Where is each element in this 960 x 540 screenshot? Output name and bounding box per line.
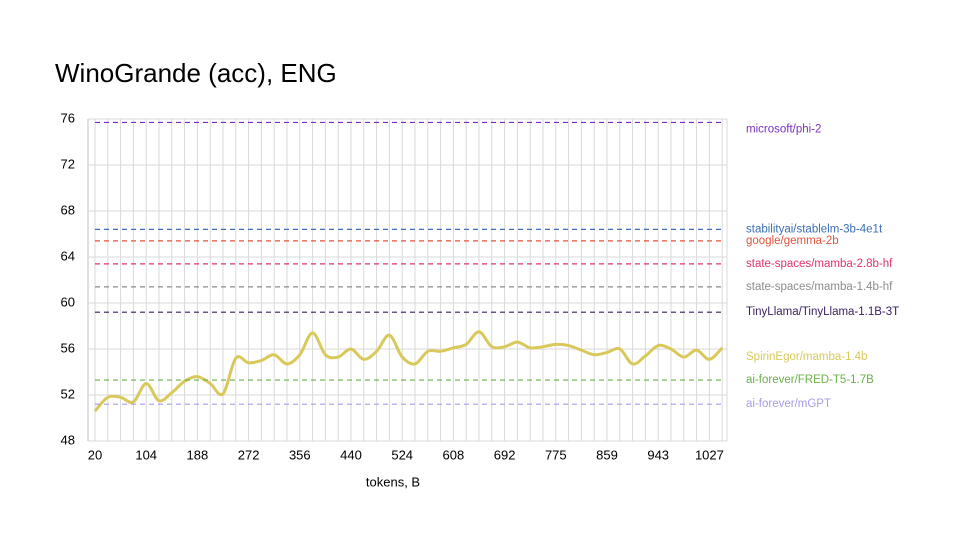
- x-tick-label: 608: [443, 447, 465, 462]
- x-tick-label: 859: [596, 447, 618, 462]
- x-tick-label: 1027: [695, 447, 724, 462]
- x-tick-label: 943: [647, 447, 669, 462]
- x-tick-label: 524: [391, 447, 413, 462]
- y-tick-label: 72: [61, 156, 75, 171]
- x-tick-label: 692: [494, 447, 516, 462]
- x-tick-label: 104: [135, 447, 157, 462]
- y-tick-label: 56: [61, 340, 75, 355]
- x-tick-label: 272: [238, 447, 260, 462]
- y-tick-label: 48: [61, 432, 75, 447]
- legend-label: SpirinEgor/mamba-1.4b: [746, 351, 867, 363]
- x-tick-label: 356: [289, 447, 311, 462]
- y-tick-label: 52: [61, 386, 75, 401]
- legend-label: stabilityai/stablelm-3b-4e1t: [746, 223, 883, 235]
- x-tick-label: 440: [340, 447, 362, 462]
- y-tick-label: 68: [61, 202, 75, 217]
- chart-title: WinoGrande (acc), ENG: [55, 58, 337, 88]
- legend-label: TinyLlama/TinyLlama-1.1B-3T: [746, 306, 899, 318]
- legend-label: state-spaces/mamba-2.8b-hf: [746, 258, 893, 270]
- y-tick-label: 64: [61, 248, 75, 263]
- x-tick-label: 188: [187, 447, 209, 462]
- data-line: [93, 330, 724, 413]
- legend-label: ai-forever/mGPT: [746, 398, 831, 410]
- y-tick-label: 60: [61, 294, 75, 309]
- legend-label: google/gemma-2b: [746, 235, 839, 247]
- legend-label: ai-forever/FRED-T5-1.7B: [746, 374, 874, 386]
- x-tick-label: 775: [545, 447, 567, 462]
- y-tick-label: 76: [61, 110, 75, 125]
- legend-label: state-spaces/mamba-1.4b-hf: [746, 281, 893, 293]
- x-tick-label: 20: [88, 447, 102, 462]
- x-axis-label: tokens, B: [366, 474, 420, 489]
- legend-label: microsoft/phi-2: [746, 123, 821, 135]
